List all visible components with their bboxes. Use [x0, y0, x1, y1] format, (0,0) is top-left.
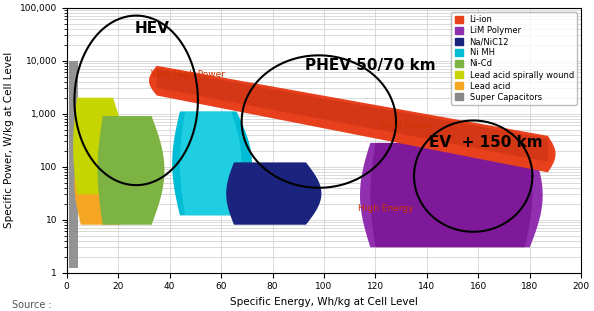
- Text: HEV: HEV: [134, 21, 169, 36]
- Y-axis label: Specific Power, W/kg at Cell Level: Specific Power, W/kg at Cell Level: [4, 52, 14, 228]
- Text: Very High Power: Very High Power: [151, 70, 225, 79]
- Text: Source :: Source :: [12, 300, 52, 310]
- Legend: Li-ion, LiM Polymer, Na/NiC12, Ni MH, Ni-Cd, Lead acid spirally wound, Lead acid: Li-ion, LiM Polymer, Na/NiC12, Ni MH, Ni…: [451, 12, 577, 105]
- Polygon shape: [74, 141, 129, 225]
- Polygon shape: [226, 162, 321, 225]
- Polygon shape: [149, 66, 555, 172]
- Polygon shape: [73, 98, 124, 194]
- Polygon shape: [370, 143, 532, 247]
- Polygon shape: [157, 68, 548, 162]
- Text: EV  + 150 km: EV + 150 km: [429, 135, 543, 151]
- Polygon shape: [69, 61, 78, 268]
- X-axis label: Specific Energy, Wh/kg at Cell Level: Specific Energy, Wh/kg at Cell Level: [230, 297, 418, 307]
- Polygon shape: [360, 143, 543, 247]
- Polygon shape: [172, 111, 252, 216]
- Text: PHEV 50/70 km: PHEV 50/70 km: [305, 58, 435, 73]
- Text: High Power: High Power: [381, 121, 432, 130]
- Text: High Energy: High Energy: [358, 204, 413, 213]
- Polygon shape: [97, 116, 165, 225]
- Polygon shape: [180, 111, 242, 216]
